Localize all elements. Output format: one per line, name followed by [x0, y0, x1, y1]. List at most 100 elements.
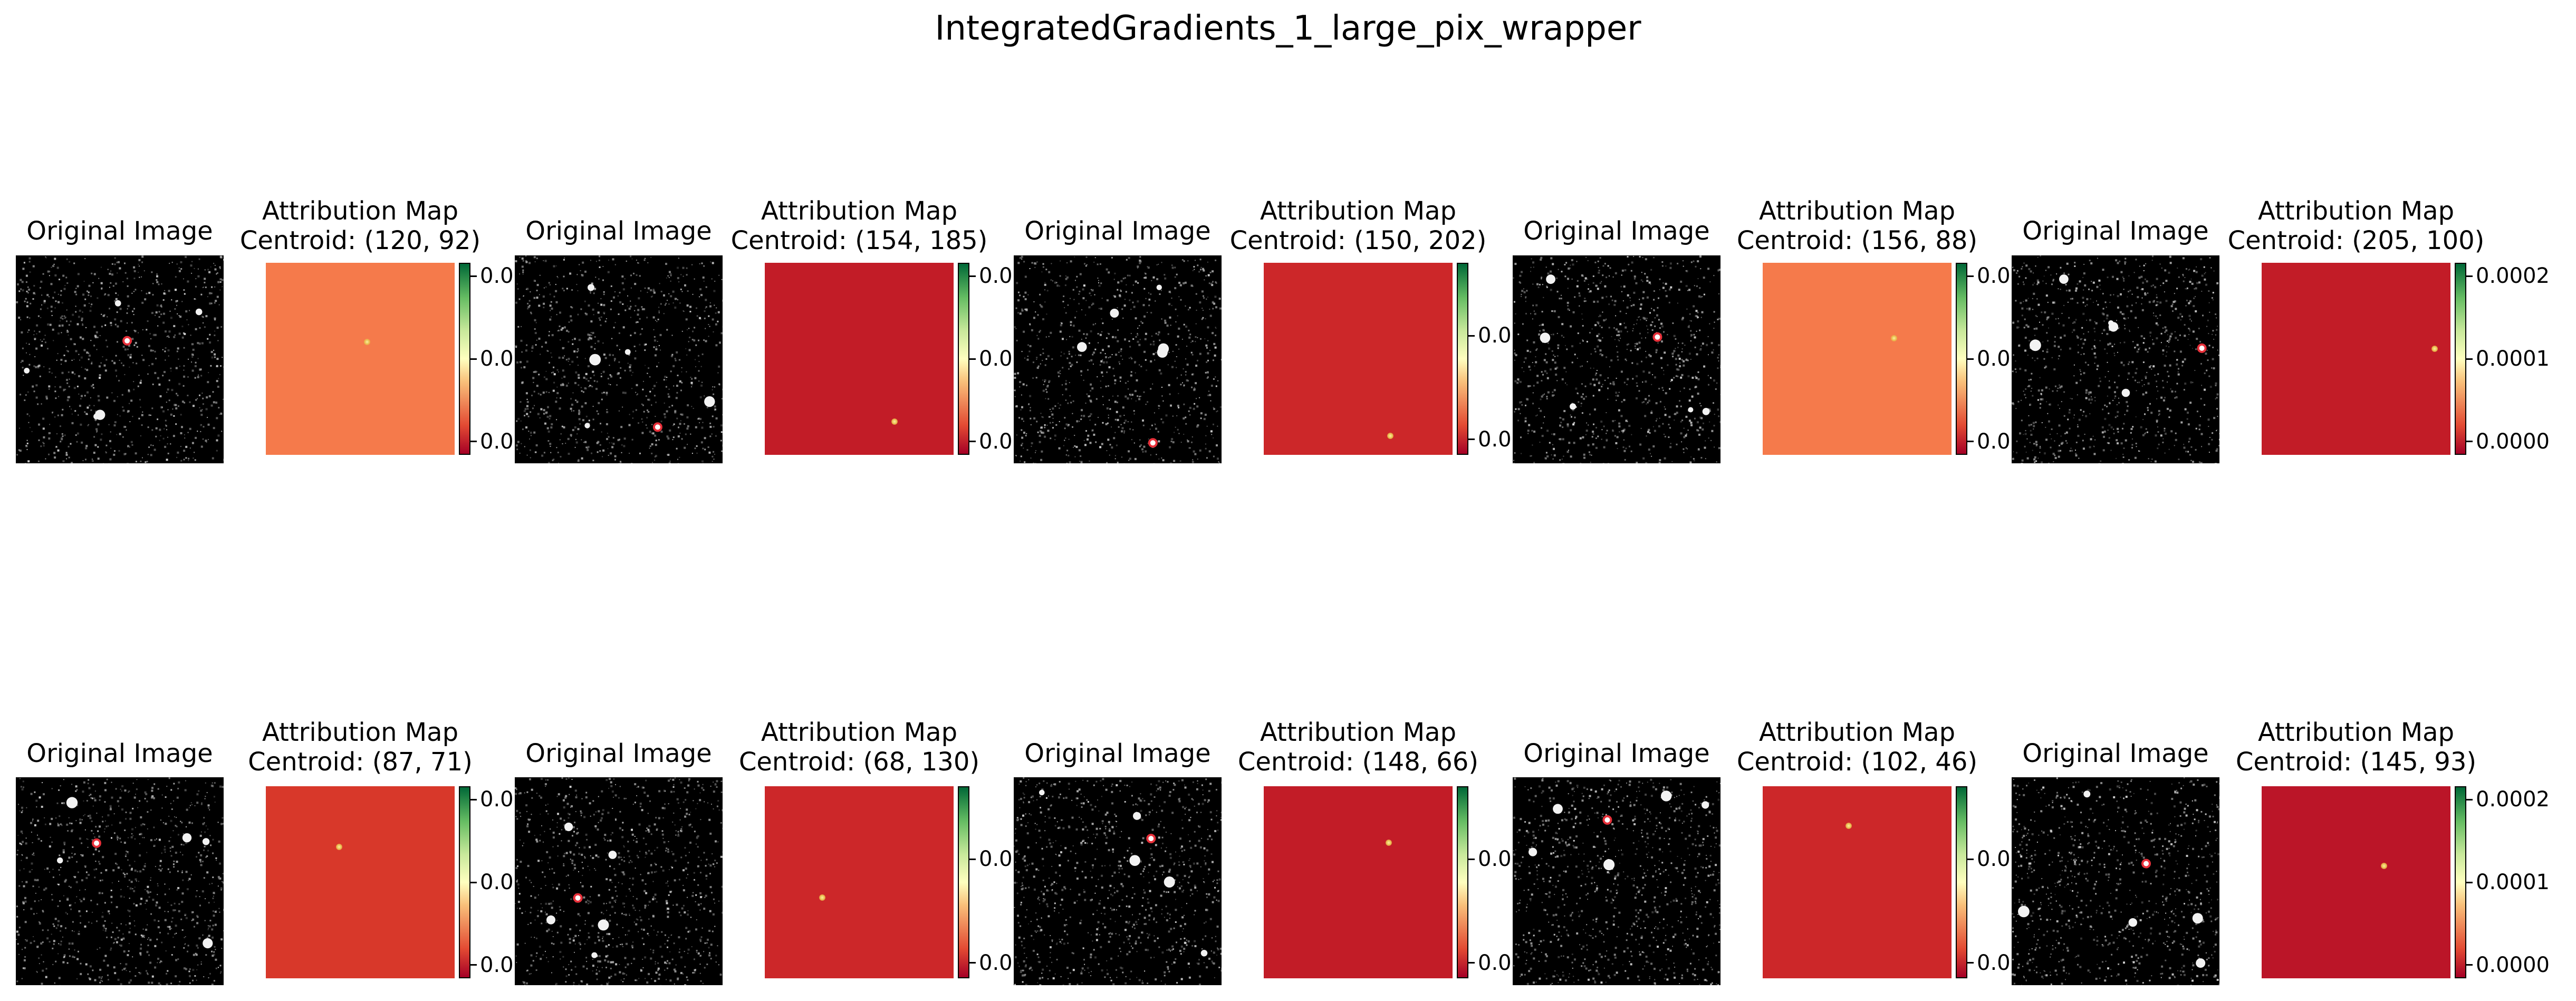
original-image-title: Original Image	[1024, 739, 1211, 768]
colorbar-tick-label: 0.0	[1478, 427, 1512, 452]
colorbar-tick	[2466, 881, 2473, 883]
colorbar-ticklabels: 0.0 0.0 0.0	[979, 247, 1014, 471]
colorbar-tick-label: 0.0	[979, 429, 1013, 454]
original-image-title: Original Image	[525, 739, 712, 768]
attribution-map	[1763, 786, 1952, 978]
attribution-map	[1264, 786, 1453, 978]
attribution-map	[2262, 263, 2450, 455]
colorbar-ticklabels: 0.0 0.0	[979, 770, 1014, 994]
colorbar	[1956, 263, 1967, 455]
attribution-peak	[891, 418, 898, 425]
colorbar-ticklabels: 0.0 0.0 0.0	[1977, 247, 2012, 471]
colorbar-tick	[1967, 858, 1974, 860]
noise-texture	[16, 777, 224, 985]
attribution-map	[266, 786, 455, 978]
colorbar-tick	[2466, 275, 2473, 277]
colorbar-tick	[969, 358, 976, 360]
original-image	[1014, 255, 1222, 463]
colorbar-tick-label: 0.0	[1977, 347, 2011, 371]
colorbar-tick-label: 0.0	[480, 429, 514, 454]
attribution-peak	[1385, 840, 1392, 846]
target-marker	[1148, 438, 1158, 448]
noise-texture	[1014, 255, 1222, 463]
noise-texture	[515, 777, 723, 985]
colorbar-tick-label: 0.0001	[2476, 870, 2550, 894]
colorbar-tick-label: 0.0	[979, 950, 1013, 975]
attribution-map-title: Attribution Map Centroid: (156, 88)	[1736, 196, 1978, 255]
colorbar-ticklabels: 0.0 0.0	[1478, 247, 1513, 471]
attribution-peak	[2431, 345, 2438, 352]
target-marker	[573, 893, 583, 903]
colorbar-tick	[1468, 438, 1475, 441]
colorbar-tick	[470, 358, 477, 360]
colorbar-ticklabels: 0.0 0.0 0.0	[480, 247, 515, 471]
colorbar	[958, 263, 969, 455]
colorbar	[459, 786, 470, 978]
attribution-map-title: Attribution Map Centroid: (145, 93)	[2235, 718, 2477, 777]
colorbar-tick	[969, 858, 976, 860]
original-image-title: Original Image	[2022, 739, 2209, 768]
attribution-map-title: Attribution Map Centroid: (205, 100)	[2227, 196, 2485, 255]
colorbar	[1457, 263, 1468, 455]
colorbar-tick-label: 0.0	[1977, 950, 2011, 975]
colorbar	[2455, 263, 2466, 455]
noise-texture	[1513, 255, 1720, 463]
target-marker	[1146, 834, 1156, 844]
target-marker	[92, 838, 101, 848]
colorbar-tick	[1967, 441, 1974, 443]
attribution-map	[266, 263, 455, 455]
attribution-map-title: Attribution Map Centroid: (148, 66)	[1237, 718, 1479, 777]
colorbar-tick	[2466, 964, 2473, 966]
attribution-map	[2262, 786, 2450, 978]
colorbar-tick-label: 0.0	[1478, 847, 1512, 872]
original-image	[1014, 777, 1222, 985]
original-image	[2012, 777, 2219, 985]
attribution-peak	[1387, 433, 1393, 440]
colorbar-tick	[470, 881, 477, 883]
figure-title: IntegratedGradients_1_large_pix_wrapper	[935, 9, 1641, 48]
colorbar-tick	[969, 441, 976, 443]
attribution-map-title: Attribution Map Centroid: (68, 130)	[738, 718, 980, 777]
noise-texture	[2012, 777, 2219, 985]
colorbar-ticklabels: 0.0002 0.0001 0.0000	[2476, 770, 2576, 994]
target-marker	[1652, 332, 1662, 342]
target-marker	[122, 336, 132, 346]
original-image-title: Original Image	[1024, 216, 1211, 246]
colorbar-tick-label: 0.0	[480, 347, 514, 371]
colorbar-tick-label: 0.0002	[2476, 264, 2550, 289]
colorbar-tick	[969, 275, 976, 277]
original-image-title: Original Image	[26, 739, 213, 768]
colorbar	[2455, 786, 2466, 978]
original-image	[515, 255, 723, 463]
target-marker	[2141, 859, 2151, 869]
attribution-peak	[336, 844, 343, 851]
colorbar-tick-label: 0.0	[979, 847, 1013, 872]
attribution-map-title: Attribution Map Centroid: (102, 46)	[1736, 718, 1978, 777]
colorbar-tick-label: 0.0000	[2476, 429, 2550, 454]
colorbar-ticklabels: 0.0 0.0 0.0	[480, 770, 515, 994]
colorbar-tick	[1967, 962, 1974, 964]
colorbar-tick	[470, 964, 477, 966]
colorbar-tick	[2466, 358, 2473, 360]
colorbar-tick	[1967, 275, 1974, 277]
colorbar-tick	[1967, 358, 1974, 360]
colorbar-tick-label: 0.0	[480, 264, 514, 289]
attribution-map	[1763, 263, 1952, 455]
colorbar-tick-label: 0.0	[1478, 950, 1512, 975]
colorbar-ticklabels: 0.0002 0.0001 0.0000	[2476, 247, 2576, 471]
attribution-peak	[819, 894, 825, 901]
original-image-title: Original Image	[26, 216, 213, 246]
noise-texture	[1513, 777, 1720, 985]
colorbar-tick	[470, 441, 477, 443]
colorbar-tick	[2466, 441, 2473, 443]
attribution-map-title: Attribution Map Centroid: (120, 92)	[239, 196, 481, 255]
colorbar-tick	[470, 798, 477, 800]
target-marker	[2197, 343, 2207, 353]
colorbar-tick-label: 0.0	[1977, 429, 2011, 454]
original-image	[1513, 255, 1720, 463]
noise-texture	[515, 255, 723, 463]
colorbar	[958, 786, 969, 978]
original-image-title: Original Image	[1523, 739, 1710, 768]
noise-texture	[2012, 255, 2219, 463]
